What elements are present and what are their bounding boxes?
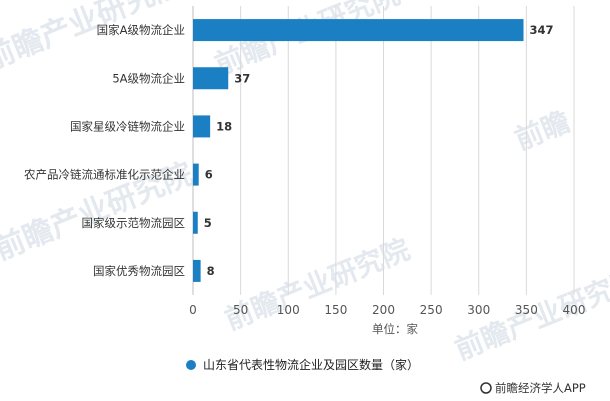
x-tick-label: 250 (420, 303, 443, 317)
credit-icon (480, 382, 492, 394)
category-label: 5A级物流企业 (112, 71, 185, 85)
legend[interactable]: 山东省代表性物流企业及园区数量（家） (186, 357, 419, 372)
data-label: 347 (530, 23, 554, 37)
x-axis-label: 单位：家 (372, 322, 418, 336)
x-tick-label: 100 (277, 303, 300, 317)
x-tick-label: 150 (324, 303, 347, 317)
svg-text:前瞻产业研究院: 前瞻产业研究院 (220, 232, 414, 336)
data-label: 8 (207, 264, 215, 278)
svg-text:前瞻产业研究院: 前瞻产业研究院 (0, 0, 188, 77)
bars (193, 19, 524, 282)
credit: 前瞻经济学人APP (480, 381, 586, 395)
bar[interactable] (193, 259, 201, 282)
x-tick-label: 50 (233, 303, 248, 317)
category-label: 国家级示范物流园区 (82, 216, 186, 230)
data-label: 5 (204, 216, 212, 230)
value-labels: 347 37 18 6 5 8 (204, 23, 554, 278)
bar[interactable] (193, 115, 211, 138)
category-label: 国家优秀物流园区 (93, 264, 185, 278)
x-tick-label: 350 (515, 303, 538, 317)
bar[interactable] (193, 67, 229, 90)
x-tick-label: 300 (467, 303, 490, 317)
legend-marker (186, 360, 196, 370)
bar[interactable] (193, 19, 524, 42)
svg-text:前瞻: 前瞻 (510, 105, 574, 157)
data-label: 18 (216, 119, 232, 133)
category-label: 国家A级物流企业 (97, 23, 185, 37)
x-tick-label: 0 (189, 303, 197, 317)
category-label: 农产品冷链流通标准化示范企业 (24, 168, 185, 182)
bar[interactable] (193, 163, 199, 186)
category-label: 国家星级冷链物流企业 (70, 119, 185, 133)
gridlines (240, 6, 575, 295)
category-labels: 国家A级物流企业 5A级物流企业国家星级冷链物流企业农产品冷链流通标准化示范企业国… (24, 23, 185, 278)
data-label: 6 (205, 168, 213, 182)
data-label: 37 (234, 71, 250, 85)
x-tick-labels: 0 50 100 150 200 250 300 350 400 (189, 303, 585, 317)
bar[interactable] (193, 211, 198, 234)
x-tick-label: 400 (563, 303, 586, 317)
credit-text: 前瞻经济学人APP (495, 381, 586, 395)
legend-label: 山东省代表性物流企业及园区数量（家） (203, 357, 419, 372)
x-tick-label: 200 (372, 303, 395, 317)
